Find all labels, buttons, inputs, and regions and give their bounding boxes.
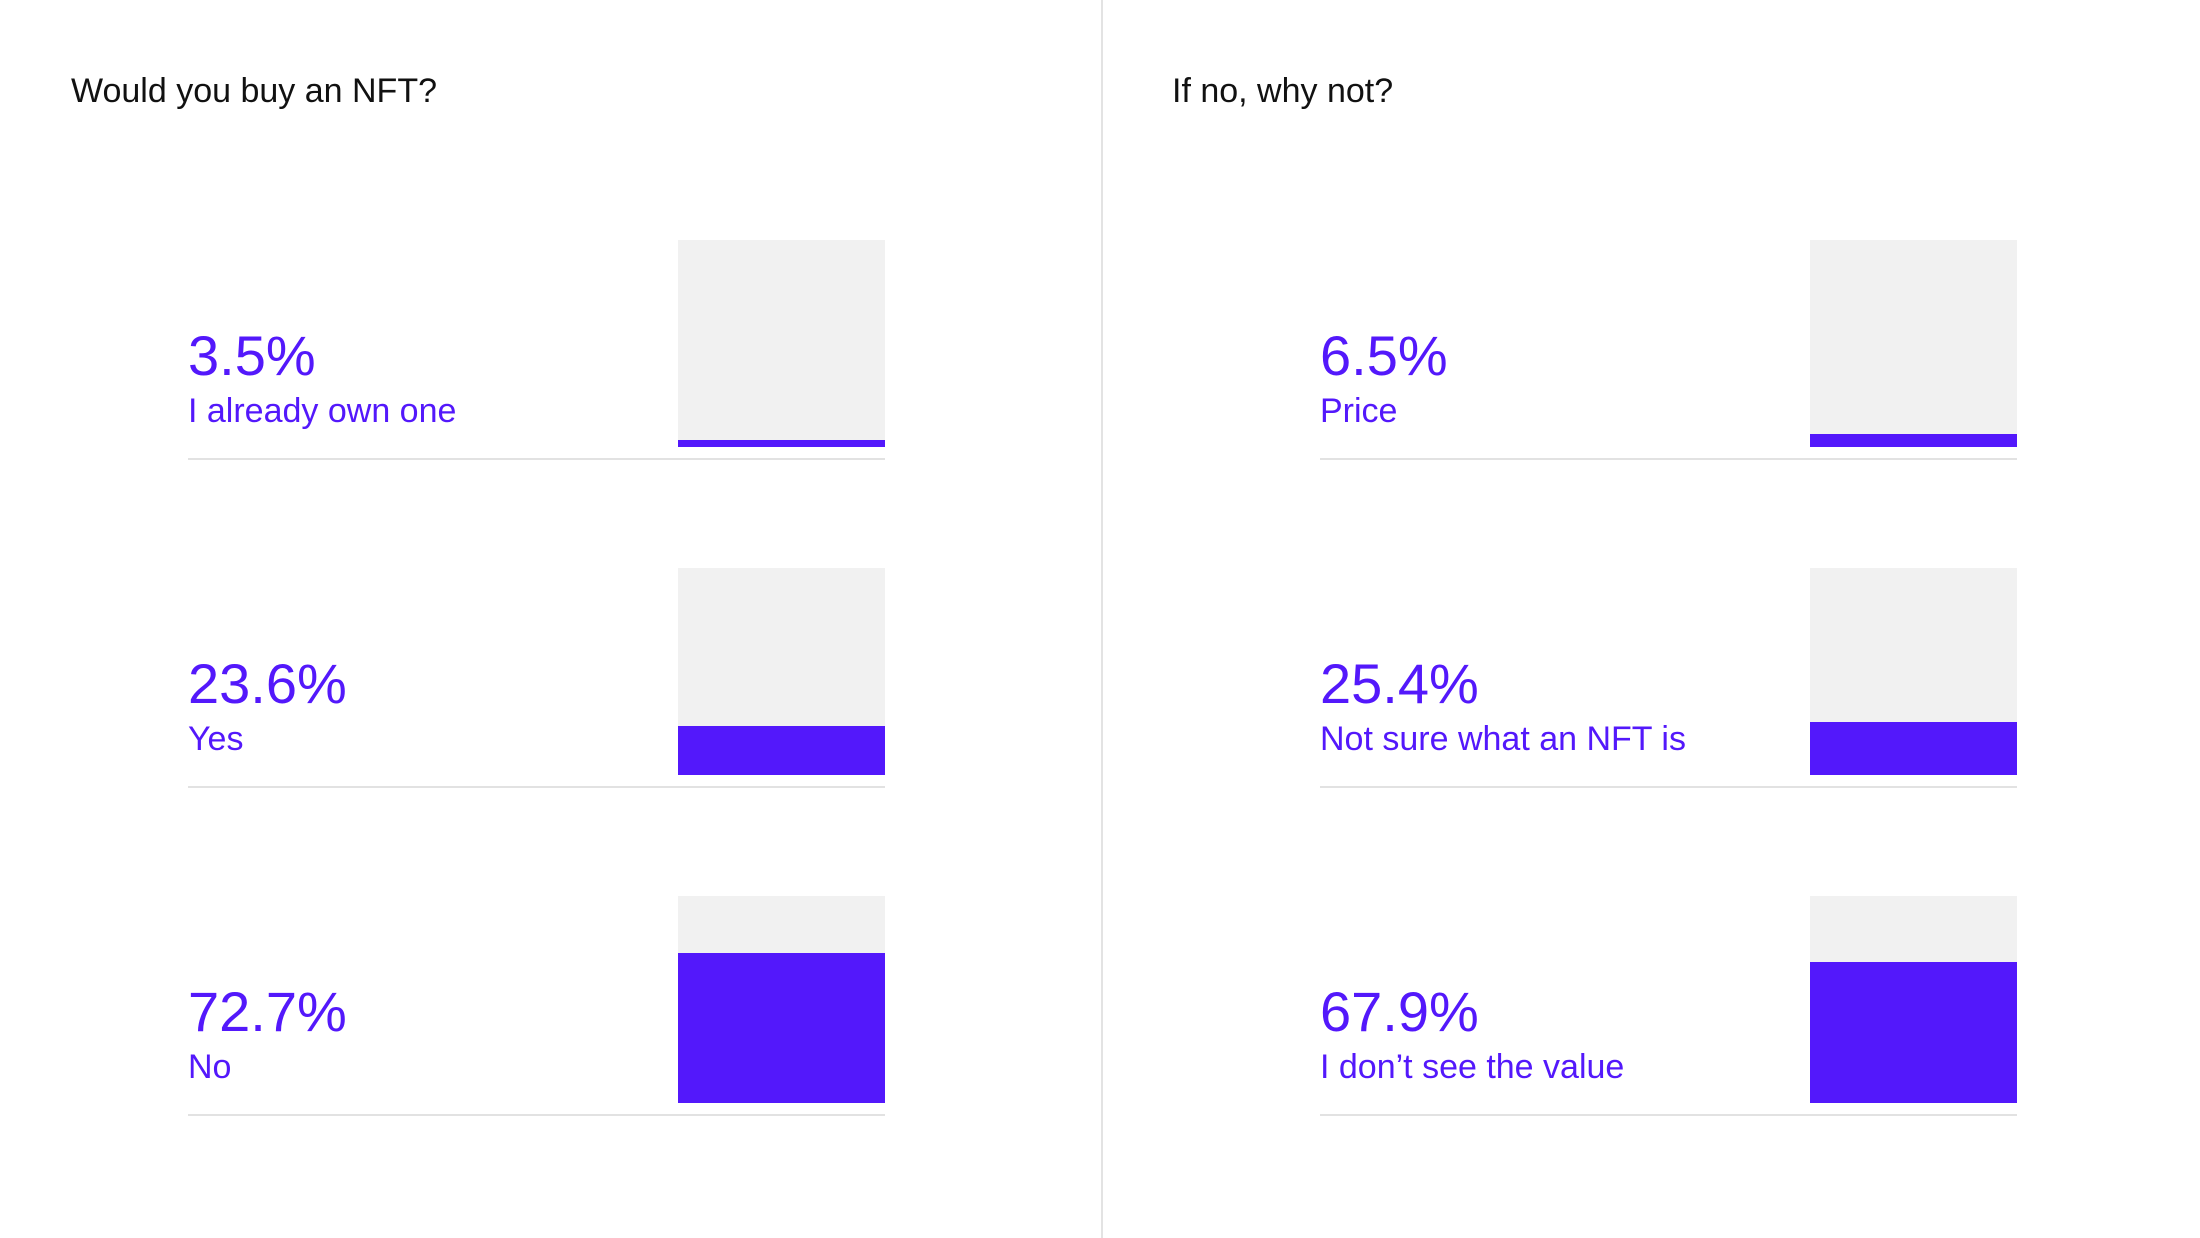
why-not-panel: If no, why not? 6.5% Price 25.4% Not sur… [1104,0,2200,1238]
row-divider [1320,786,2017,788]
row-divider [1320,458,2017,460]
bar-fill [678,440,885,447]
stat-label: Yes [188,720,244,758]
row-divider [1320,1114,2017,1116]
row-divider [188,1114,885,1116]
bar-fill [1810,434,2017,447]
stat-value: 67.9% [1320,980,1479,1043]
bar-track [678,896,885,1103]
panel-divider [1101,0,1103,1238]
stat-row: 3.5% I already own one [188,240,885,460]
stat-row: 6.5% Price [1320,240,2017,460]
bar-track [1810,896,2017,1103]
stat-value: 23.6% [188,652,347,715]
stat-row: 72.7% No [188,896,885,1116]
stat-label: I don’t see the value [1320,1048,1625,1086]
stat-label: I already own one [188,392,457,430]
bar-track [678,568,885,775]
nft-purchase-panel: Would you buy an NFT? 3.5% I already own… [71,72,885,1116]
bar-fill [678,953,885,1103]
bar-track [1810,240,2017,447]
bar-fill [678,726,885,775]
row-divider [188,458,885,460]
stat-row: 67.9% I don’t see the value [1320,896,2017,1116]
stat-label: Not sure what an NFT is [1320,720,1686,758]
panel-title: Would you buy an NFT? [71,72,437,110]
bar-track [1810,568,2017,775]
stat-label: No [188,1048,232,1086]
bar-track [678,240,885,447]
stat-label: Price [1320,392,1398,430]
stat-value: 72.7% [188,980,347,1043]
panel-title: If no, why not? [1172,72,1394,110]
stat-value: 3.5% [188,324,316,387]
stat-row: 23.6% Yes [188,568,885,788]
stat-row: 25.4% Not sure what an NFT is [1320,568,2017,788]
bar-fill [1810,962,2017,1103]
stat-value: 25.4% [1320,652,1479,715]
stat-value: 6.5% [1320,324,1448,387]
bar-fill [1810,722,2017,775]
row-divider [188,786,885,788]
